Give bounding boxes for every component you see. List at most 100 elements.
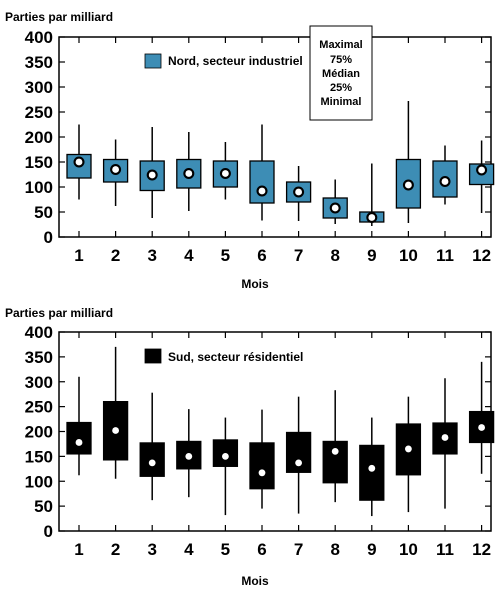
y-tick-label: 400 [25, 323, 53, 342]
x-tick-label: 9 [367, 540, 376, 559]
median-marker [368, 214, 376, 221]
x-axis-label: Mois [241, 574, 269, 588]
box-month-7 [285, 166, 312, 221]
x-tick-label: 1 [74, 540, 83, 559]
y-tick-label: 50 [34, 203, 53, 222]
y-tick-label: 250 [25, 103, 53, 122]
median-marker [75, 439, 83, 446]
key-q3: 75% [330, 54, 352, 66]
legend-swatch [144, 53, 162, 69]
boxes [66, 101, 495, 226]
y-tick-label: 100 [25, 472, 53, 491]
median-marker [478, 166, 485, 174]
median-marker [112, 427, 119, 434]
x-ticks: 1 2 3 4 5 6 7 8 9 10 11 12 [74, 332, 491, 559]
x-tick-label: 5 [221, 246, 230, 265]
median-marker [185, 452, 193, 460]
key-max: Maximal [319, 39, 362, 51]
y-tick-label: 400 [25, 28, 53, 47]
y-tick-label: 0 [44, 228, 53, 247]
median-marker [441, 434, 449, 441]
box-month-2 [102, 139, 129, 206]
x-tick-label: 10 [399, 540, 418, 559]
median-marker [441, 178, 449, 185]
y-tick-label: 0 [44, 522, 53, 541]
median-marker [295, 459, 302, 467]
key-median: Médian [322, 68, 360, 80]
x-tick-label: 6 [257, 540, 266, 559]
box-month-12 [468, 140, 495, 213]
box-month-9 [359, 163, 385, 226]
x-tick-label: 11 [436, 246, 454, 265]
y-ticks: 0 50 100 150 200 250 300 350 400 [25, 28, 491, 247]
median-marker [368, 464, 376, 472]
x-tick-label: 2 [111, 540, 120, 559]
box-month-11 [432, 378, 458, 509]
x-tick-label: 6 [257, 246, 266, 265]
median-marker [222, 170, 229, 177]
box-month-6 [249, 409, 275, 509]
box-iqr [249, 160, 275, 204]
median-marker [75, 158, 83, 166]
y-tick-label: 300 [25, 78, 53, 97]
x-tick-label: 11 [436, 540, 454, 559]
y-tick-label: 150 [25, 447, 53, 466]
x-tick-label: 4 [184, 246, 194, 265]
key-q1: 25% [330, 82, 352, 94]
box-month-4 [176, 409, 202, 498]
y-ticks: 0 50 100 150 200 250 300 350 400 [25, 323, 491, 541]
y-axis-label: Parties par milliard [5, 306, 113, 320]
x-ticks: 1 2 3 4 5 6 7 8 9 10 11 12 [74, 37, 491, 265]
median-marker [478, 424, 485, 431]
x-tick-label: 7 [294, 540, 303, 559]
x-tick-label: 10 [399, 246, 418, 265]
box-month-10 [395, 396, 422, 513]
y-tick-label: 250 [25, 398, 53, 417]
y-tick-label: 300 [25, 373, 53, 392]
key-min: Minimal [321, 96, 362, 108]
box-month-8 [322, 390, 348, 503]
y-tick-label: 200 [25, 423, 53, 442]
box-month-1 [66, 124, 92, 200]
box-month-12 [468, 361, 495, 474]
median-marker [112, 166, 119, 173]
median-marker [405, 181, 412, 189]
median-marker [405, 445, 412, 453]
x-tick-label: 3 [147, 540, 156, 559]
y-tick-label: 150 [25, 153, 53, 172]
box-month-8 [322, 179, 348, 224]
x-axis-label: Mois [241, 277, 269, 291]
box-month-5 [212, 417, 239, 516]
box-month-4 [176, 132, 202, 211]
box-month-2 [102, 346, 129, 479]
x-tick-label: 1 [74, 246, 83, 265]
box-month-6 [249, 124, 275, 221]
box-key: Maximal 75% Médian 25% Minimal [309, 25, 373, 121]
y-tick-label: 200 [25, 128, 53, 147]
x-tick-label: 5 [221, 540, 230, 559]
y-tick-label: 50 [34, 497, 53, 516]
box-iqr [249, 442, 275, 490]
box-key-frame [309, 25, 373, 121]
box-month-1 [66, 376, 92, 476]
x-tick-label: 8 [330, 246, 339, 265]
x-tick-label: 8 [330, 540, 339, 559]
x-tick-label: 12 [472, 540, 491, 559]
x-tick-label: 12 [472, 246, 491, 265]
legend-label: Nord, secteur industriel [168, 54, 303, 68]
y-tick-label: 100 [25, 178, 53, 197]
y-axis-label: Parties par milliard [5, 10, 113, 24]
median-marker [331, 204, 339, 212]
median-marker [185, 170, 193, 177]
x-tick-label: 2 [111, 246, 120, 265]
chart-south: Parties par milliard 0 50 100 150 200 250 300 3… [5, 306, 495, 588]
box-month-11 [432, 145, 458, 205]
y-tick-label: 350 [25, 348, 53, 367]
legend-swatch [144, 348, 162, 364]
x-tick-label: 3 [147, 246, 156, 265]
box-month-10 [395, 101, 422, 223]
y-tick-label: 350 [25, 53, 53, 72]
box-month-9 [359, 417, 385, 517]
boxes [66, 346, 495, 517]
